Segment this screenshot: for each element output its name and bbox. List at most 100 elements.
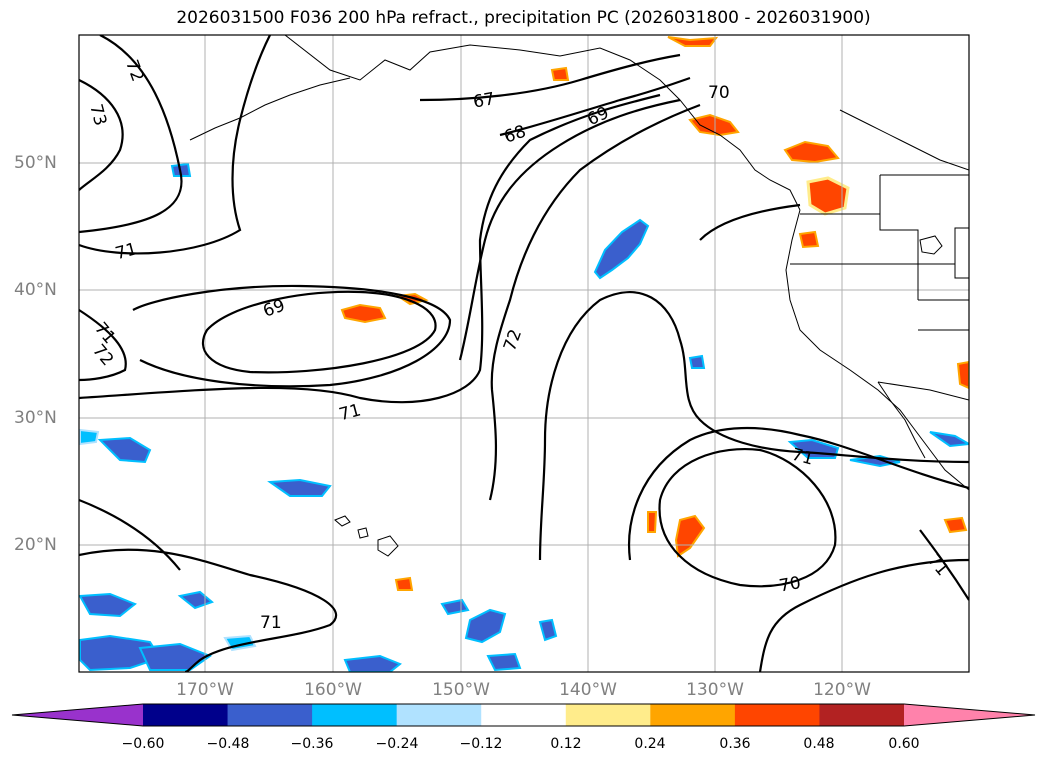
precip-blob	[688, 354, 706, 369]
contour-line	[919, 529, 969, 601]
colorbar-segment	[227, 704, 313, 726]
colorbar-tick-label: −0.48	[206, 736, 250, 752]
precip-blob	[667, 36, 719, 47]
lon-label: 150°W	[432, 680, 490, 700]
contour-label: 72	[121, 57, 147, 84]
precip-blob	[440, 598, 470, 616]
contour-line	[79, 35, 183, 234]
contour-line	[628, 426, 969, 561]
colorbar	[11, 703, 1036, 727]
colorbar-segment	[650, 704, 736, 726]
west-coast	[785, 209, 969, 491]
colorbar-tick-label: −0.12	[459, 736, 503, 752]
precip-blob	[138, 642, 213, 671]
colorbar-segment	[312, 704, 398, 726]
contour-line	[419, 53, 681, 102]
lat-label: 50°N	[14, 153, 57, 173]
map-content: 72 73 71 69 67 68 69 70 72 71 71 71 70 7…	[79, 35, 969, 672]
state-border	[879, 175, 919, 300]
precip-blob	[343, 654, 402, 672]
colorbar-segment	[565, 704, 651, 726]
contour-line	[458, 98, 681, 361]
colorbar-segment	[819, 704, 905, 726]
map-title: 2026031500 F036 200 hPa refract., precip…	[176, 8, 871, 28]
contour-line	[488, 103, 701, 501]
island-outline	[919, 235, 943, 255]
contour-label: 69	[261, 296, 288, 322]
contour-label: 72	[500, 327, 526, 354]
colorbar-tick-label: 0.60	[888, 736, 920, 752]
precip-blob	[464, 608, 507, 644]
contour-line	[758, 558, 969, 672]
lon-label: 120°W	[813, 680, 871, 700]
precip-blob	[486, 652, 522, 672]
contour-line	[79, 35, 271, 255]
precip-blob	[97, 436, 152, 464]
precip-blob	[647, 511, 658, 533]
colorbar-segment	[734, 704, 820, 726]
aleutians	[189, 77, 351, 141]
colorbar-tick-label: 0.12	[550, 736, 582, 752]
contour-label: 71	[260, 613, 282, 633]
precip-blob	[783, 140, 840, 164]
colorbar-segment	[481, 704, 567, 726]
contour-line	[699, 203, 801, 241]
colorbar-tick-label: 0.36	[719, 736, 751, 752]
precip-blob	[79, 428, 100, 446]
graticule	[79, 35, 969, 672]
precip-blob	[79, 634, 162, 672]
canada-coast	[839, 109, 969, 171]
contour-line	[79, 79, 124, 191]
contour-line	[79, 548, 337, 672]
state-border	[954, 227, 969, 279]
precip-blob	[688, 113, 740, 137]
contour-line	[201, 290, 437, 374]
colorbar-segment	[143, 704, 229, 726]
contour-label: 71	[337, 400, 363, 425]
baja	[877, 381, 926, 459]
contour-label: 71	[113, 239, 139, 264]
contour-label: 67	[472, 89, 497, 112]
precip-blob	[593, 218, 650, 280]
contour-line	[79, 93, 661, 404]
lat-label: 20°N	[14, 535, 57, 555]
colorbar-segment	[396, 704, 482, 726]
precip-blob	[340, 303, 387, 324]
colorbar-tick-label: −0.24	[375, 736, 419, 752]
precip-blob	[550, 66, 570, 81]
lon-label: 170°W	[176, 680, 234, 700]
alaska-coast	[284, 35, 801, 211]
lat-label: 40°N	[14, 280, 57, 300]
contour-line	[499, 76, 691, 137]
precip-blob	[177, 590, 214, 610]
colorbar-tick-label: −0.60	[121, 736, 165, 752]
lat-label: 30°N	[14, 408, 57, 428]
contour-labels: 72 73 71 69 67 68 69 70 72 71 71 71 70 7…	[85, 57, 952, 633]
contour-line	[658, 448, 837, 588]
contour-label: 70	[778, 573, 803, 596]
lon-label: 130°W	[686, 680, 744, 700]
precip-blob	[806, 176, 850, 216]
refractivity-contours	[79, 35, 969, 672]
state-border	[918, 299, 969, 331]
map-frame	[78, 34, 970, 673]
contour-line	[538, 291, 969, 561]
precip-blob	[956, 360, 969, 390]
precip-blob	[394, 576, 414, 591]
colorbar-extend-max	[904, 704, 1035, 726]
precip-blob	[79, 592, 137, 618]
colorbar-outline	[11, 703, 1036, 727]
precip-blob	[943, 516, 968, 534]
precip-blob	[267, 478, 332, 497]
contour-line	[132, 284, 452, 388]
contour-label: 71	[923, 551, 952, 580]
colorbar-tick-label: 0.48	[803, 736, 835, 752]
contour-label: 73	[85, 102, 110, 128]
lon-label: 140°W	[559, 680, 617, 700]
precip-blob	[674, 514, 706, 558]
contour-label: 72	[88, 341, 117, 370]
precip-blob	[798, 230, 820, 249]
colorbar-tick-label: 0.24	[634, 736, 666, 752]
lon-label: 160°W	[304, 680, 362, 700]
precip-blob	[929, 431, 969, 448]
